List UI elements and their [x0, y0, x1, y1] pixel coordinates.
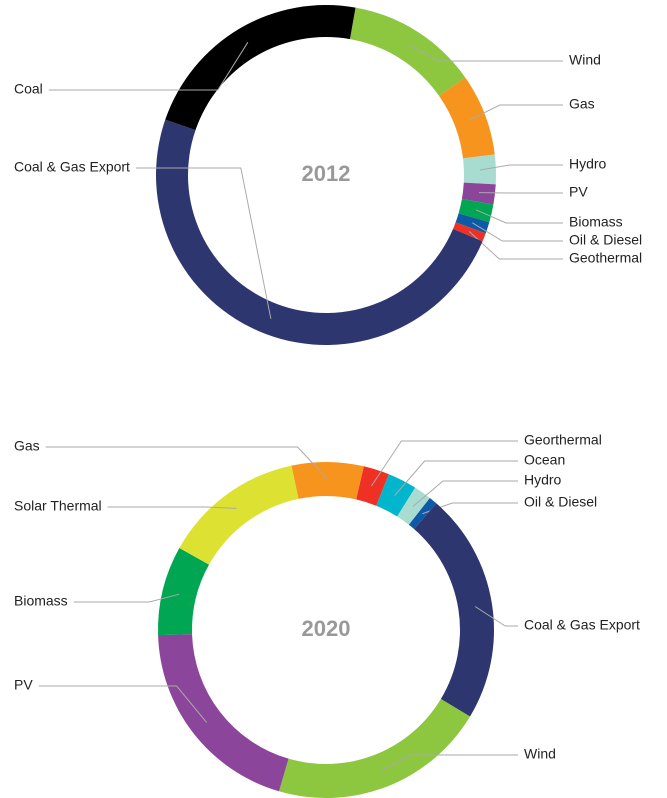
leader-line — [73, 593, 180, 603]
donut-segment — [461, 182, 496, 205]
segment-label: Ocean — [524, 452, 565, 468]
segment-label: Geothermal — [569, 250, 642, 266]
leader-line — [469, 104, 563, 121]
donut-segment — [414, 503, 495, 717]
donut-segment — [462, 154, 497, 185]
segment-label: Oil & Diesel — [524, 494, 597, 510]
leader-line — [45, 446, 328, 480]
leader-line — [479, 164, 563, 171]
segment-label: Coal — [14, 81, 43, 97]
segment-label: PV — [14, 677, 33, 693]
leader-line — [107, 506, 237, 509]
segment-label: PV — [569, 184, 588, 200]
segment-label: Georthermal — [524, 432, 602, 448]
segment-label: Oil & Diesel — [569, 232, 642, 248]
leader-line — [408, 44, 563, 62]
segment-label: Biomass — [14, 593, 68, 609]
segment-label: Coal & Gas Export — [14, 159, 130, 175]
donut-segment — [156, 119, 483, 345]
leader-line — [38, 685, 208, 723]
donut-segment — [165, 4, 356, 131]
leader-line — [475, 209, 563, 224]
segment-label: Coal & Gas Export — [524, 617, 640, 633]
segment-label: Gas — [569, 96, 595, 112]
leader-line — [48, 42, 249, 91]
donut-segment — [157, 548, 210, 636]
leader-line — [412, 480, 518, 507]
leader-line — [474, 606, 518, 627]
chart-title: 2012 — [302, 161, 351, 186]
leader-line — [472, 222, 563, 242]
donut-segment — [349, 7, 466, 96]
donut-segment — [179, 465, 299, 565]
chart-title: 2020 — [302, 616, 351, 641]
donut-segment — [376, 474, 416, 517]
segment-label: Wind — [569, 52, 601, 68]
segment-label: Biomass — [569, 214, 623, 230]
donut-segment — [158, 634, 289, 792]
segment-label: Solar Thermal — [14, 498, 102, 514]
donut-segment — [458, 198, 494, 223]
donut-segment — [439, 77, 495, 159]
segment-label: Wind — [524, 746, 556, 762]
leader-line — [394, 460, 518, 496]
leader-line — [380, 754, 518, 772]
donut-segment — [279, 699, 471, 798]
segment-label: Hydro — [524, 472, 562, 488]
leader-line — [370, 440, 518, 487]
segment-label: Hydro — [569, 156, 607, 172]
leader-line — [135, 167, 272, 319]
donut-segment — [356, 466, 389, 506]
donut-segment — [291, 462, 364, 500]
segment-label: Gas — [14, 438, 40, 454]
